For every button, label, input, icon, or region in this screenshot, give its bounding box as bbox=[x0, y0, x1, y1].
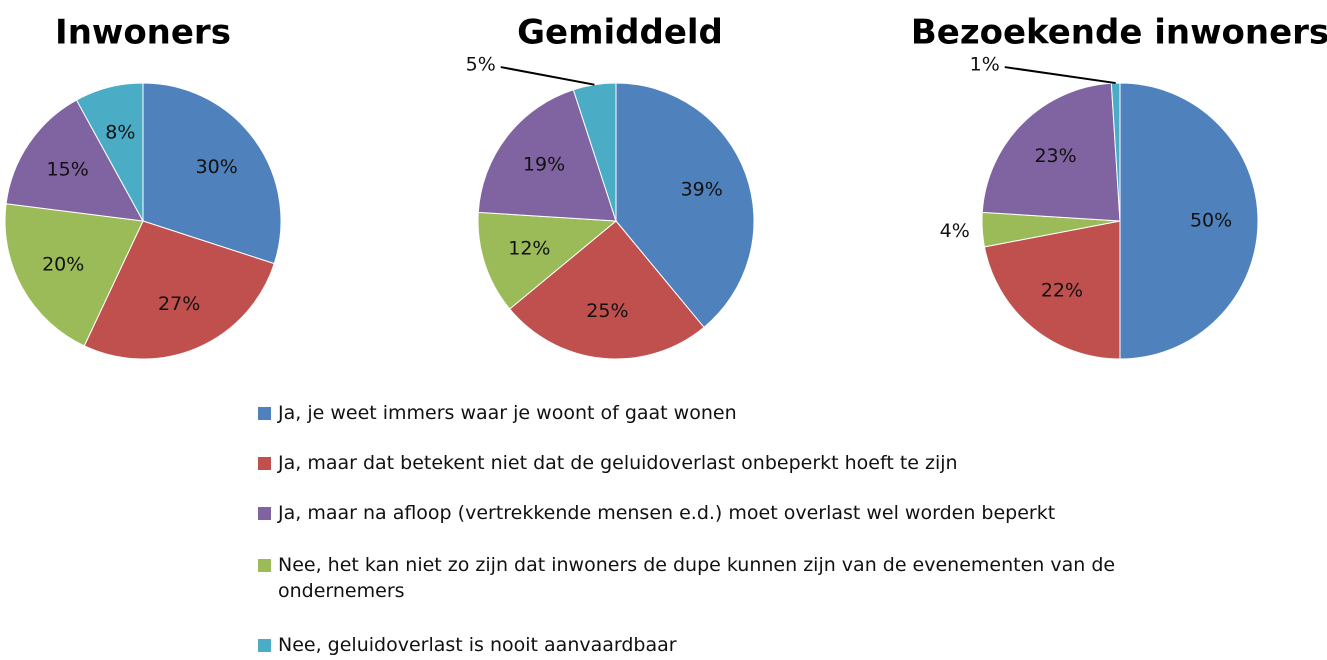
pie-slice bbox=[981, 82, 1121, 222]
data-label: 8% bbox=[105, 121, 135, 143]
chart-title: Inwoners bbox=[55, 13, 231, 53]
pie-slice bbox=[142, 82, 282, 265]
data-label: 19% bbox=[523, 154, 565, 176]
pie-slice bbox=[477, 89, 617, 222]
legend-label: Ja, maar dat betekent niet dat de geluid… bbox=[278, 452, 958, 474]
leader-line bbox=[500, 66, 595, 86]
legend-swatch bbox=[258, 507, 271, 520]
legend-label: Nee, het kan niet zo zijn dat inwoners d… bbox=[278, 554, 1116, 602]
legend-label: Nee, geluidoverlast is nooit aanvaardbaa… bbox=[278, 634, 677, 656]
data-label: 25% bbox=[586, 300, 628, 322]
legend-item: Ja, maar dat betekent niet dat de geluid… bbox=[258, 450, 1158, 476]
data-label: 50% bbox=[1190, 210, 1232, 232]
legend-item: Ja, je weet immers waar je woont of gaat… bbox=[258, 400, 1158, 426]
pie-slice bbox=[477, 211, 618, 310]
legend-swatch bbox=[258, 559, 271, 572]
chart-title: Bezoekende inwoners bbox=[911, 13, 1327, 53]
data-label: 30% bbox=[196, 156, 238, 178]
legend-swatch bbox=[258, 407, 271, 420]
legend-item: Ja, maar na afloop (vertrekkende mensen … bbox=[258, 500, 1158, 526]
pie-slice bbox=[75, 82, 144, 222]
chart-title: Gemiddeld bbox=[517, 13, 723, 53]
data-label: 4% bbox=[940, 220, 970, 242]
data-label: 1% bbox=[970, 54, 1000, 76]
leader-line bbox=[1004, 66, 1116, 85]
data-label: 22% bbox=[1041, 280, 1083, 302]
data-label: 5% bbox=[466, 54, 496, 76]
pie-slice bbox=[83, 220, 275, 360]
pie-slice bbox=[1119, 82, 1259, 360]
pie-slice bbox=[983, 220, 1121, 360]
pie-slice bbox=[615, 82, 755, 329]
pie-slice bbox=[5, 99, 144, 222]
data-label: 12% bbox=[508, 238, 550, 260]
legend-swatch bbox=[258, 639, 271, 652]
charts: Inwoners 30% 27% 20% 15% 8% Gemiddeld 39% 25% 12%… bbox=[4, 13, 1327, 360]
legend-item: Nee, geluidoverlast is nooit aanvaardbaa… bbox=[258, 632, 1158, 658]
data-label: 20% bbox=[42, 253, 84, 275]
pie-slice bbox=[508, 220, 705, 360]
data-label: 15% bbox=[47, 158, 89, 180]
legend-item: Nee, het kan niet zo zijn dat inwoners d… bbox=[258, 552, 1158, 604]
data-label: 39% bbox=[681, 179, 723, 201]
legend-swatch bbox=[258, 457, 271, 470]
data-label: 27% bbox=[158, 293, 200, 315]
pie-slice bbox=[4, 203, 144, 347]
legend-label: Ja, je weet immers waar je woont of gaat… bbox=[278, 402, 737, 424]
legend-label: Ja, maar na afloop (vertrekkende mensen … bbox=[278, 502, 1056, 524]
data-label: 23% bbox=[1034, 145, 1076, 167]
pie-slice bbox=[572, 82, 617, 222]
